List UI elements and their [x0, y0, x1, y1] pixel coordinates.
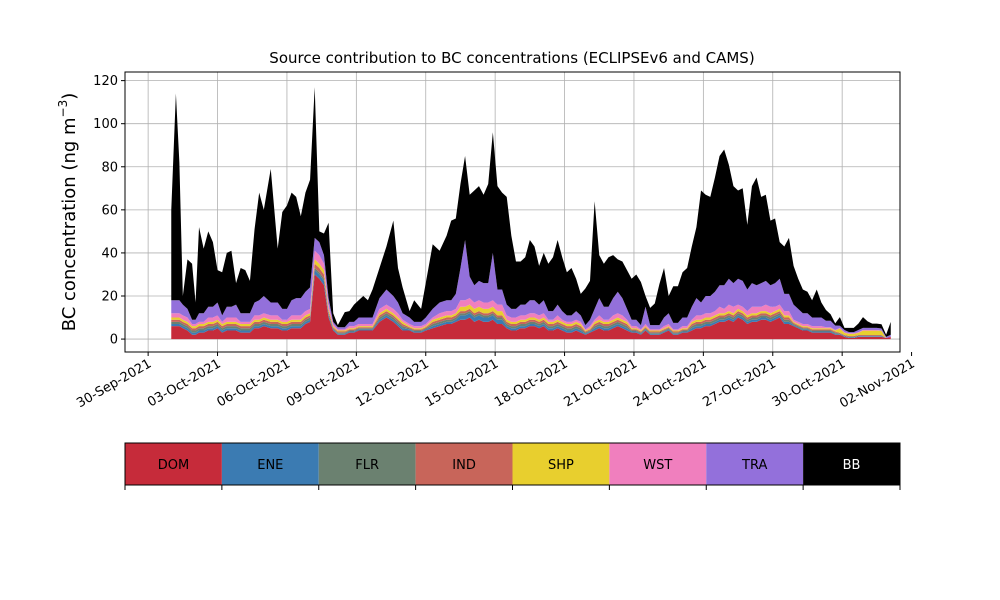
- x-tick-label: 30-Sep-2021: [74, 356, 154, 411]
- legend-label-shp: SHP: [548, 458, 574, 473]
- series-area-flr: [171, 268, 891, 338]
- x-tick-label: 18-Oct-2021: [492, 356, 570, 410]
- series-area-dom: [171, 274, 891, 340]
- x-tick-label: 02-Nov-2021: [837, 356, 917, 411]
- series-areas: [171, 87, 891, 340]
- y-tick-label: 120: [93, 74, 118, 89]
- chart-title: Source contribution to BC concentrations…: [269, 49, 754, 67]
- plot-frame: [124, 71, 901, 353]
- legend-swatch-tra: [706, 443, 804, 485]
- y-tick-label: 100: [93, 117, 118, 132]
- y-tick-label: 60: [101, 203, 118, 218]
- y-tick-label: 80: [101, 160, 118, 175]
- legend-swatch-flr: [318, 443, 416, 485]
- legend-swatch-bb: [803, 443, 900, 485]
- y-axis-label-close: ): [59, 93, 80, 100]
- legend-label-ind: IND: [452, 458, 476, 473]
- y-axis-label: BC concentration (ng m−3): [56, 93, 80, 332]
- y-axis-label-exponent: −3: [56, 100, 70, 118]
- legend-label-wst: WST: [643, 458, 672, 473]
- legend-swatch-ene: [221, 443, 319, 485]
- x-tick-label: 21-Oct-2021: [562, 356, 640, 410]
- legend-colorbar: DOM ENE FLR IND SHP WST TRA BB: [124, 442, 901, 490]
- y-axis-ticks: 0 20 40 60 80 100 120: [93, 74, 125, 348]
- x-tick-label: 15-Oct-2021: [423, 356, 501, 410]
- x-tick-label: 06-Oct-2021: [215, 356, 293, 410]
- y-tick-label: 0: [110, 333, 118, 348]
- x-tick-label: 24-Oct-2021: [631, 356, 709, 410]
- series-area-wst: [171, 250, 891, 338]
- y-axis-label-main: BC concentration (ng m: [59, 117, 80, 331]
- x-tick-label: 30-Oct-2021: [770, 356, 848, 410]
- x-tick-label: 12-Oct-2021: [353, 356, 431, 410]
- legend-swatch-wst: [609, 443, 707, 485]
- x-tick-label: 03-Oct-2021: [145, 356, 223, 410]
- legend-label-flr: FLR: [355, 458, 379, 473]
- legend-label-dom: DOM: [158, 458, 189, 473]
- legend-label-ene: ENE: [257, 458, 283, 473]
- series-area-bb: [171, 87, 891, 337]
- y-tick-label: 40: [101, 246, 118, 261]
- x-tick-label: 27-Oct-2021: [700, 356, 778, 410]
- legend-swatch-ind: [415, 443, 513, 485]
- y-tick-label: 20: [101, 290, 118, 305]
- legend-swatch-shp: [512, 443, 610, 485]
- legend-swatch-dom: [125, 443, 222, 485]
- series-area-ene: [171, 270, 891, 338]
- legend-label-bb: BB: [843, 458, 861, 473]
- x-axis-ticks: 30-Sep-202103-Oct-202106-Oct-202109-Oct-…: [74, 352, 918, 411]
- series-area-shp: [171, 259, 891, 338]
- series-area-ind: [171, 263, 891, 338]
- legend-label-tra: TRA: [741, 458, 767, 473]
- x-tick-label: 09-Oct-2021: [284, 356, 362, 410]
